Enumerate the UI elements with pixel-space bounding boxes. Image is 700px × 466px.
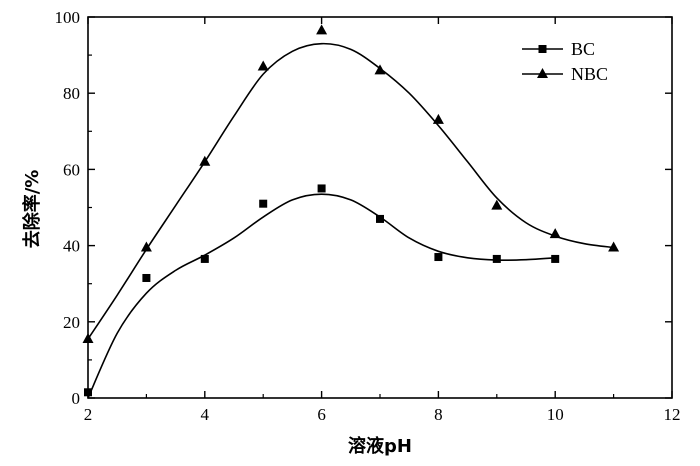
series-bc-point — [551, 254, 560, 263]
series-nbc-point — [82, 332, 94, 343]
y-axis-label: 去除率/% — [21, 170, 43, 249]
legend: BC NBC — [522, 39, 608, 84]
legend-bc-label: BC — [571, 39, 595, 59]
series-bc-point — [200, 254, 209, 263]
y-tick-label: 100 — [55, 8, 81, 27]
legend-nbc-label: NBC — [571, 64, 608, 84]
series-bc-point — [317, 184, 326, 193]
x-tick-label: 4 — [201, 405, 210, 424]
markers-group — [82, 24, 620, 397]
series-nbc-point — [374, 64, 386, 75]
y-tick-label: 60 — [63, 160, 80, 179]
x-tick-label: 2 — [84, 405, 93, 424]
ticks-group: 2 4 6 8 10 12 0 20 40 60 80 100 — [55, 8, 681, 424]
series-bc-point — [434, 253, 443, 262]
series-bc-point — [492, 254, 501, 263]
series-nbc-point — [432, 113, 444, 124]
curves-group — [87, 42, 614, 399]
series-bc-point — [142, 273, 151, 282]
x-tick-label: 10 — [547, 405, 564, 424]
series-nbc-point — [491, 199, 503, 210]
x-tick-label: 12 — [664, 405, 681, 424]
series-nbc-point — [549, 228, 561, 239]
legend-bc-marker — [538, 45, 547, 53]
y-tick-label: 40 — [63, 237, 80, 256]
series-nbc-point — [140, 241, 152, 252]
x-axis-label: 溶液pH — [348, 435, 412, 457]
series-nbc-point — [608, 241, 620, 252]
series-nbc-point — [257, 60, 269, 71]
series-nbc-point — [316, 24, 328, 35]
series-bc-curve — [87, 193, 556, 399]
y-tick-label: 0 — [72, 389, 81, 408]
legend-nbc-marker — [537, 68, 548, 78]
series-nbc-curve — [87, 42, 614, 340]
series-bc-point — [376, 214, 384, 223]
y-tick-label: 20 — [63, 313, 80, 332]
x-tick-label: 6 — [317, 405, 326, 424]
y-tick-label: 80 — [63, 84, 80, 103]
series-bc-point — [84, 388, 92, 397]
x-tick-label: 8 — [434, 405, 443, 424]
series-nbc-point — [199, 155, 211, 166]
series-bc-point — [259, 199, 268, 208]
